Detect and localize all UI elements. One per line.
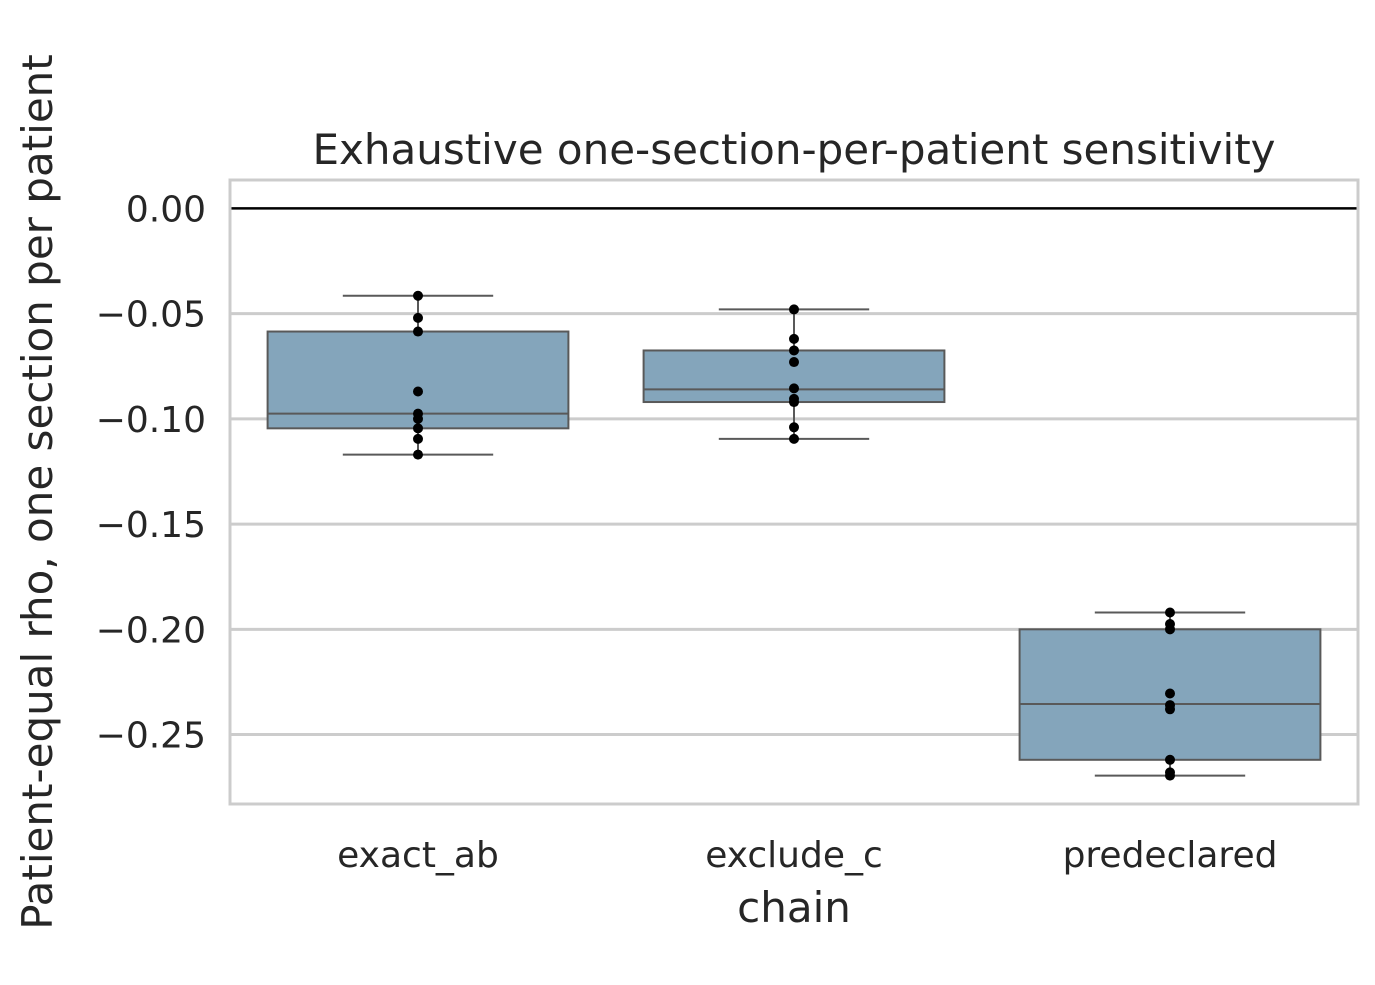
- y-tick-label: 0.00: [126, 189, 206, 230]
- data-point: [1165, 688, 1175, 699]
- data-point: [789, 422, 799, 433]
- data-point: [789, 345, 799, 356]
- x-tick-label: exclude_c: [705, 835, 883, 876]
- y-tick-label: −0.15: [96, 505, 206, 546]
- chart-title: Exhaustive one-section-per-patient sensi…: [312, 125, 1275, 174]
- data-point: [1165, 754, 1175, 765]
- data-point: [413, 413, 423, 424]
- data-point: [789, 433, 799, 444]
- data-point: [789, 397, 799, 408]
- data-point: [789, 357, 799, 368]
- y-tick-label: −0.10: [96, 400, 206, 441]
- x-tick-label: predeclared: [1063, 835, 1278, 876]
- data-point: [413, 423, 423, 434]
- data-point: [413, 433, 423, 444]
- data-point: [1165, 770, 1175, 781]
- points-layer: [413, 290, 1175, 781]
- data-point: [789, 304, 799, 315]
- data-point: [1165, 704, 1175, 715]
- y-tick-label: −0.20: [96, 610, 206, 651]
- data-point: [1165, 624, 1175, 635]
- data-point: [789, 333, 799, 344]
- x-axis-label: chain: [737, 883, 851, 932]
- data-point: [413, 386, 423, 397]
- x-tick-label: exact_ab: [337, 835, 499, 876]
- data-point: [413, 312, 423, 323]
- y-tick-label: −0.05: [96, 295, 206, 336]
- data-point: [1165, 607, 1175, 618]
- x-tick-labels: exact_ab exclude_c predeclared: [337, 835, 1277, 876]
- data-point: [789, 383, 799, 394]
- y-tick-labels: 0.00 −0.05 −0.10 −0.15 −0.20 −0.25: [96, 189, 206, 756]
- y-axis-label: Patient-equal rho, one section per patie…: [13, 54, 62, 930]
- data-point: [413, 449, 423, 460]
- data-point: [413, 326, 423, 337]
- y-tick-label: −0.25: [96, 716, 206, 757]
- data-point: [413, 290, 423, 301]
- plot-frame: [228, 178, 1360, 806]
